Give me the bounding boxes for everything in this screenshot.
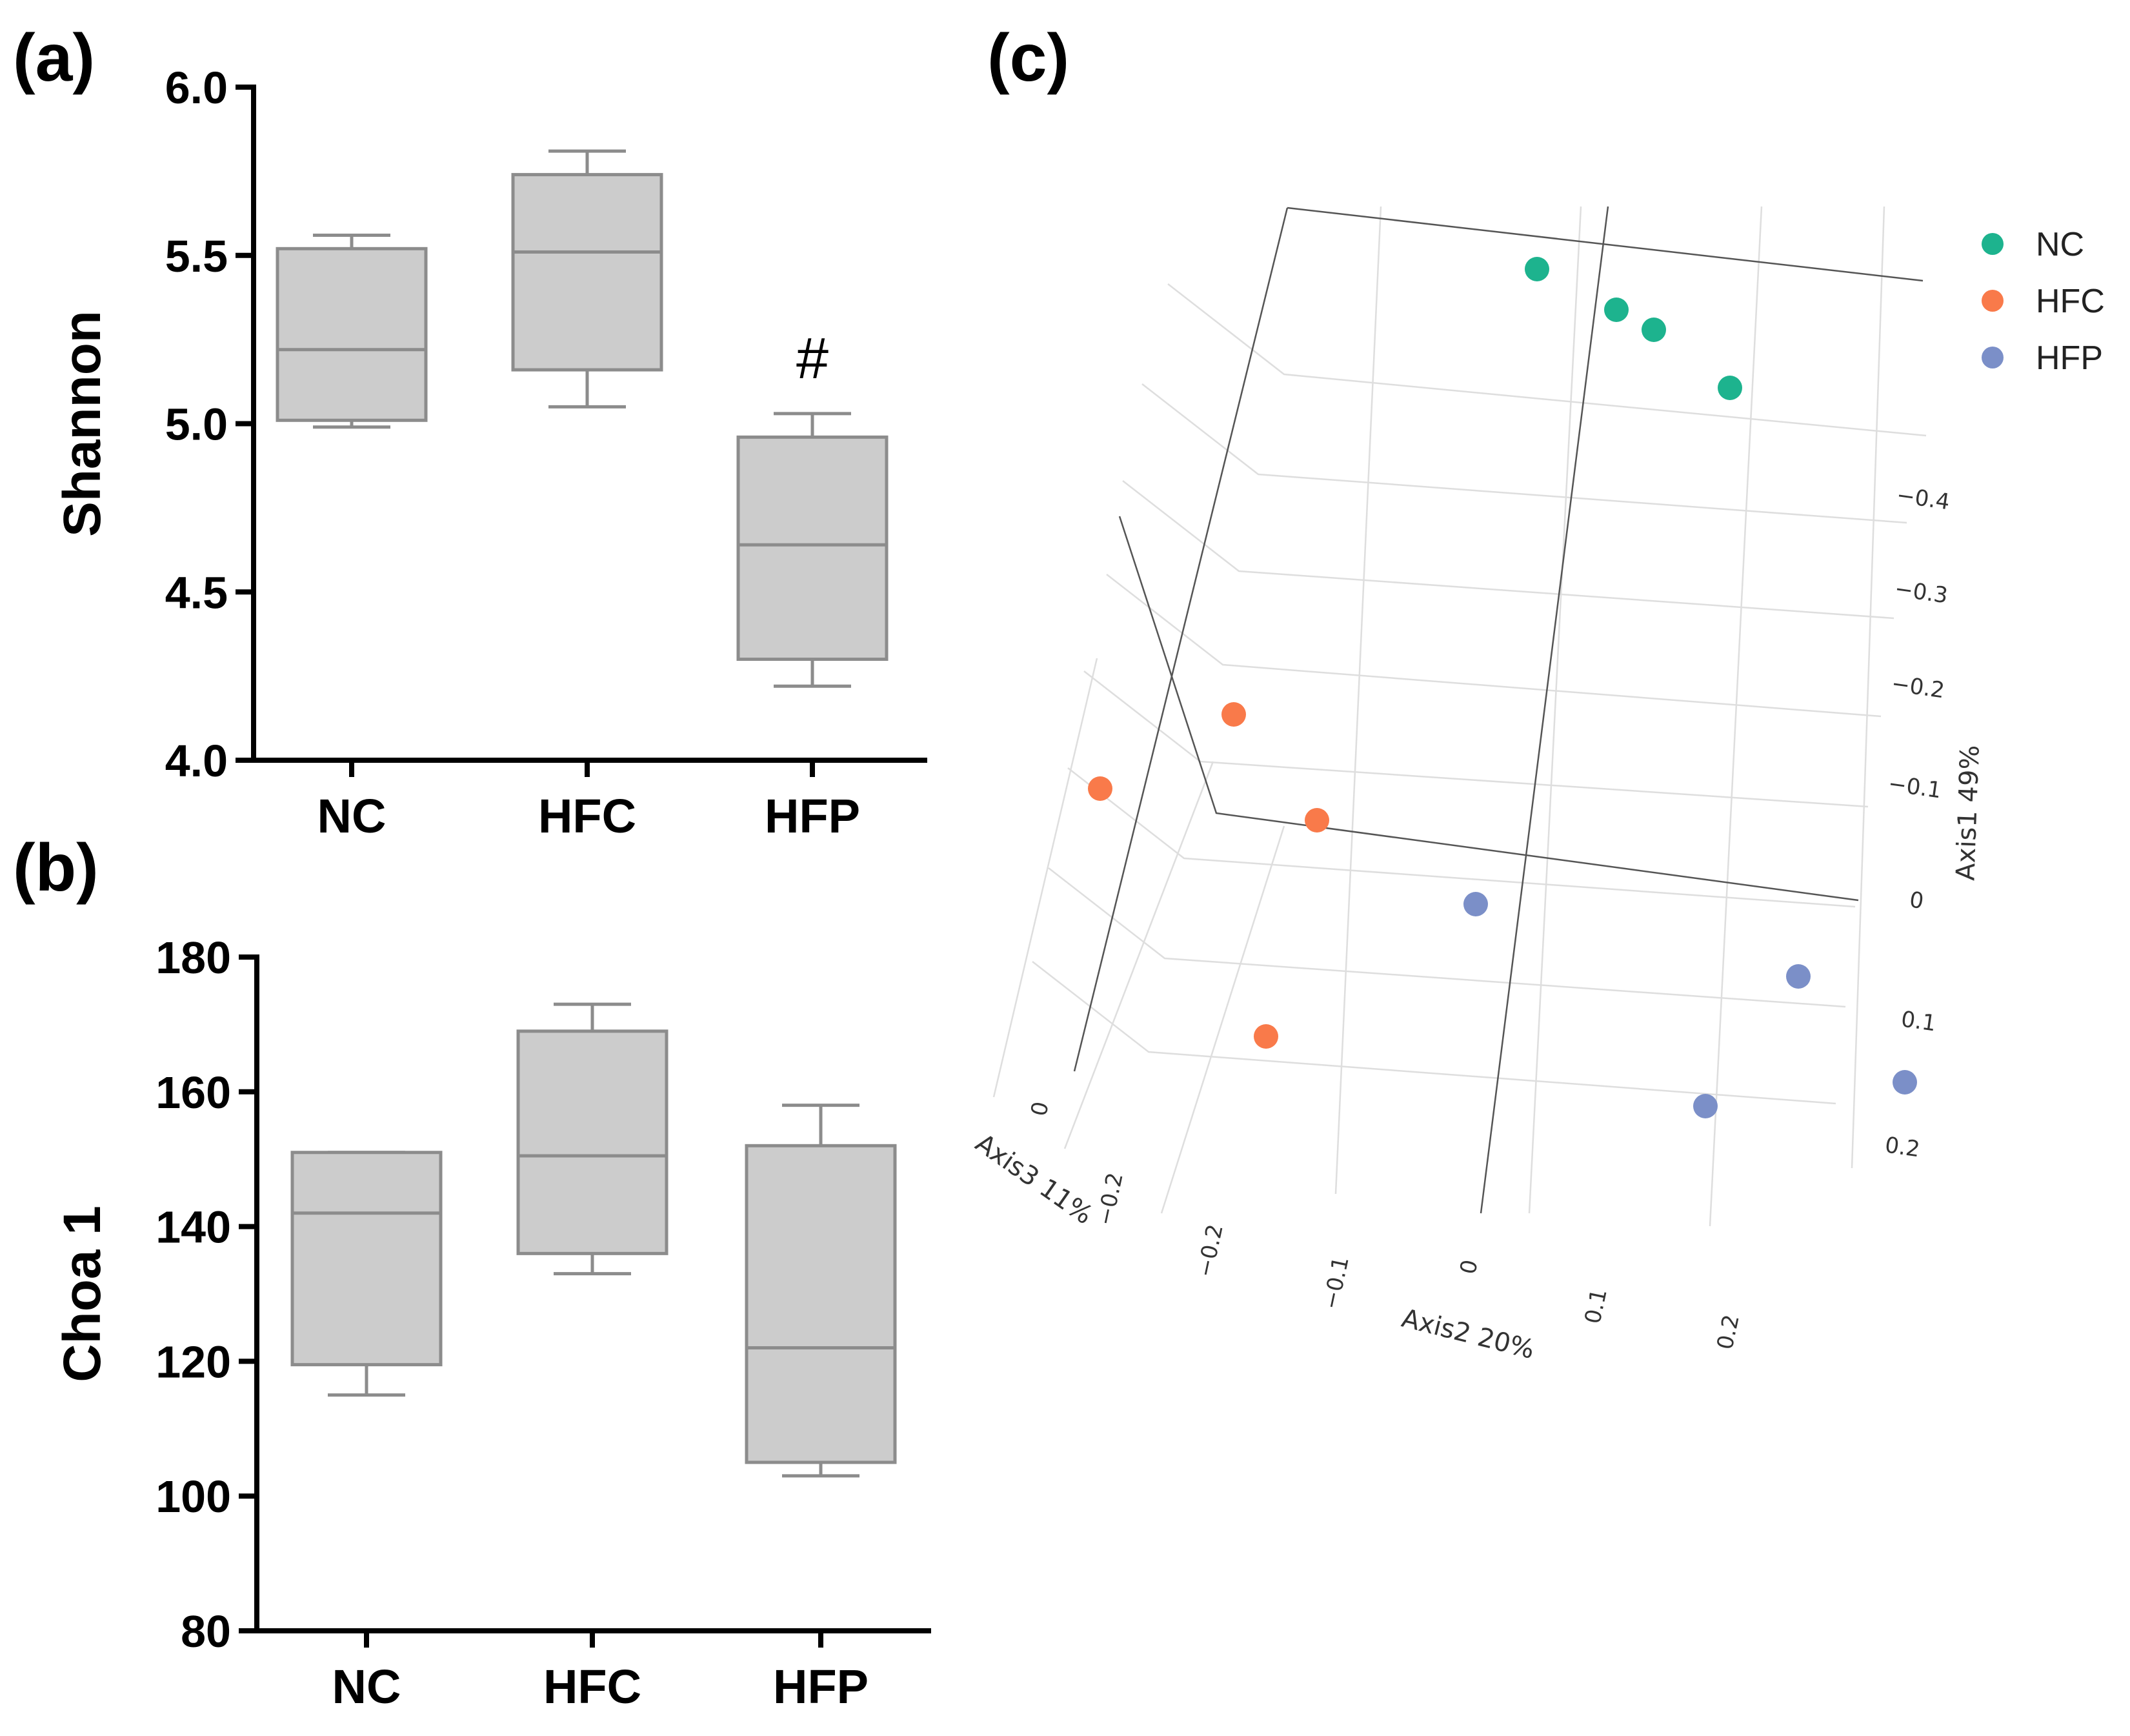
grid-depth: [1063, 761, 1214, 1149]
x-tick-label: HFC: [538, 789, 636, 843]
legend-label-nc: NC: [2036, 226, 2084, 263]
axis-line-center: [1480, 206, 1609, 1214]
x-tick-label: NC: [317, 789, 387, 843]
grid-row: [1106, 574, 1882, 718]
axis1-tick-label: −0.3: [1893, 576, 1949, 609]
axis2-tick-label: 0.2: [1712, 1313, 1744, 1352]
y-tick-label: 6.0: [165, 63, 228, 113]
pcoa-grid: [992, 206, 1927, 1227]
grid-col: [1334, 206, 1382, 1195]
panel-label-c: (c): [987, 21, 1069, 96]
pcoa-points: [1088, 257, 1917, 1118]
point-hfc: [1305, 808, 1329, 833]
y-tick-label: 120: [156, 1337, 231, 1387]
box-nc: [290, 1151, 443, 1397]
axis-line-front: [1118, 516, 1859, 902]
y-tick-label: 5.0: [165, 399, 228, 450]
grid-row: [1141, 383, 1907, 524]
y-tick-label: 160: [156, 1067, 231, 1118]
grid-row: [1067, 767, 1856, 908]
y-tick-label: 140: [156, 1202, 231, 1253]
y-tick-label: 80: [181, 1606, 231, 1657]
axis2-tick-label: 0.1: [1580, 1287, 1612, 1326]
box-hfp: [736, 412, 889, 688]
pcoa-tick-labels: −0.4 −0.3 −0.2 −0.1 0 0.1 0.2 −0.2 −0.1 0 0.1 0.2 0 −…: [970, 482, 1985, 1365]
axis-line-left: [1073, 207, 1289, 1072]
grid-col: [1851, 206, 1885, 1169]
grid-row: [1032, 961, 1836, 1105]
axis2-tick-label: −0.1: [1318, 1255, 1354, 1312]
iqr-box: [516, 1029, 668, 1255]
grid-row: [1048, 867, 1846, 1008]
y-tick-label: 4.0: [165, 736, 228, 786]
legend-swatch-nc: [1982, 233, 2004, 255]
x-tick-label: HFC: [543, 1660, 641, 1713]
axis3-tick-label: −0.2: [1092, 1171, 1129, 1228]
iqr-box: [290, 1151, 443, 1367]
point-nc: [1525, 257, 1549, 281]
point-hfp: [1893, 1070, 1917, 1095]
y-tick-label: 4.5: [165, 567, 228, 618]
point-hfc: [1254, 1024, 1278, 1049]
point-hfc: [1088, 776, 1112, 801]
axis1-tick-label: −0.4: [1895, 482, 1951, 515]
grid-depth: [992, 658, 1098, 1098]
y-tick-label: 180: [156, 933, 231, 983]
pcoa-legend: NC HFC HFP: [1982, 226, 2105, 377]
axis1-tick-label: −0.2: [1890, 671, 1946, 703]
point-hfp: [1693, 1094, 1718, 1118]
axis1-label: Axis1 49%: [1951, 745, 1985, 882]
point-hfc: [1221, 702, 1246, 727]
iqr-box: [745, 1144, 897, 1464]
box-hfc: [511, 149, 663, 409]
legend-label-hfp: HFP: [2036, 339, 2103, 377]
grid-row: [1167, 283, 1927, 437]
legend-swatch-hfc: [1982, 290, 2004, 312]
box-nc: [276, 233, 428, 429]
legend-swatch-hfp: [1982, 347, 2004, 368]
box-hfc: [516, 1002, 668, 1276]
panel-label-b: (b): [13, 831, 99, 905]
point-nc: [1718, 376, 1742, 400]
panel-label-a: (a): [13, 21, 95, 96]
chao1-box-plot: 80 100 120 140 160 180 Choa 1 NC HFC HFP: [53, 933, 931, 1713]
y-axis-label: Shannon: [53, 310, 112, 537]
axis2-tick-label: 0: [1455, 1258, 1483, 1277]
axis1-tick-label: 0.2: [1884, 1132, 1922, 1162]
axis3-label: Axis3 11%: [970, 1128, 1098, 1230]
iqr-box: [736, 435, 889, 661]
axis1-tick-label: 0.1: [1900, 1006, 1938, 1036]
axis2-tick-label: −0.2: [1192, 1222, 1229, 1280]
y-axis-label: Choa 1: [53, 1206, 112, 1382]
grid-row: [1122, 480, 1894, 620]
point-hfp: [1786, 964, 1811, 989]
point-nc: [1604, 298, 1629, 322]
y-tick-label: 5.5: [165, 231, 228, 281]
grid-col: [1709, 206, 1763, 1227]
grid-row: [1083, 671, 1869, 808]
axis2-label: Axis2 20%: [1399, 1304, 1538, 1365]
x-tick-label: HFP: [765, 789, 860, 843]
iqr-box: [276, 247, 428, 422]
axis1-tick-label: −0.1: [1887, 771, 1943, 803]
point-nc: [1642, 318, 1666, 342]
box-hfp: [745, 1104, 897, 1478]
grid-depth: [1160, 825, 1285, 1214]
x-tick-label: NC: [332, 1660, 401, 1713]
legend-label-hfc: HFC: [2036, 283, 2105, 320]
axis3-tick-label: 0: [1026, 1100, 1054, 1118]
iqr-box: [511, 173, 663, 372]
grid-col: [1528, 206, 1582, 1214]
y-tick-label: 100: [156, 1471, 231, 1522]
axis1-tick-label: 0: [1908, 887, 1925, 914]
point-hfp: [1463, 892, 1488, 916]
significance-marker: #: [796, 327, 829, 391]
x-tick-label: HFP: [773, 1660, 869, 1713]
pcoa-3d-scatter: −0.4 −0.3 −0.2 −0.1 0 0.1 0.2 −0.2 −0.1 0 0.1 0.2 0 −…: [970, 206, 2105, 1365]
axis-line-top: [1287, 207, 1924, 282]
shannon-box-plot: 4.0 4.5 5.0 5.5 6.0 Shannon NC HFC HFP #: [53, 63, 927, 843]
